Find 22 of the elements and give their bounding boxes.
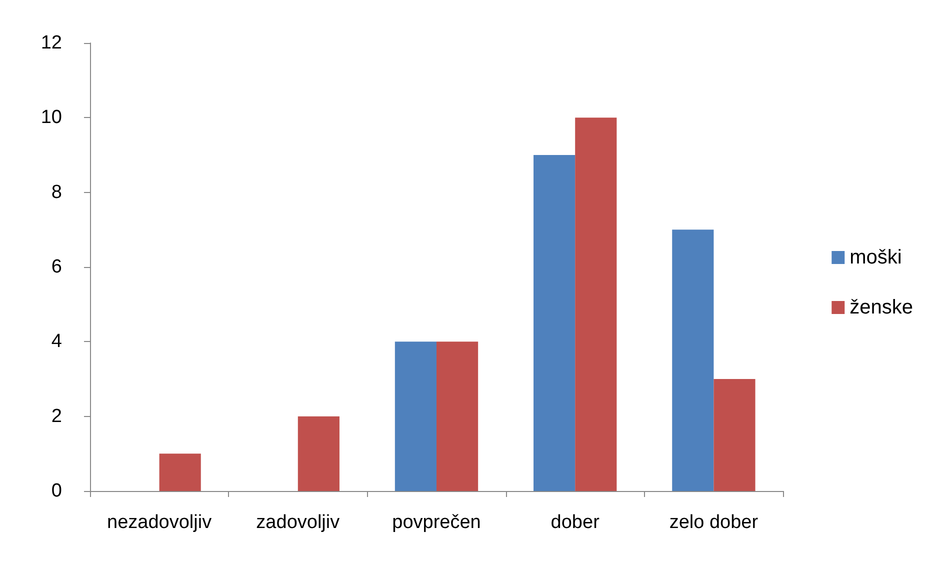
- y-tick-label: 8: [51, 182, 62, 203]
- y-tick-label: 4: [51, 331, 62, 352]
- bar: [394, 342, 436, 491]
- y-tick-label: 0: [51, 480, 62, 502]
- y-tick-label: 2: [51, 406, 62, 427]
- x-tick-label: nezadovoljiv: [107, 512, 212, 533]
- legend-label: ženske: [850, 296, 914, 318]
- bar: [672, 230, 714, 491]
- x-tick-label: povprečen: [392, 512, 481, 533]
- y-tick-label: 10: [40, 107, 62, 128]
- x-tick-label: dober: [550, 512, 600, 533]
- bar: [436, 342, 478, 491]
- y-tick-label: 6: [51, 256, 62, 278]
- bar: [714, 379, 756, 491]
- bar: [575, 118, 617, 491]
- x-tick-label: zadovoljiv: [256, 512, 340, 533]
- x-tick-label: zelo dober: [669, 512, 759, 533]
- bar: [298, 416, 340, 491]
- bar: [159, 454, 201, 491]
- bar: [534, 155, 576, 491]
- legend-label: moški: [850, 246, 902, 268]
- y-tick-label: 12: [40, 32, 62, 54]
